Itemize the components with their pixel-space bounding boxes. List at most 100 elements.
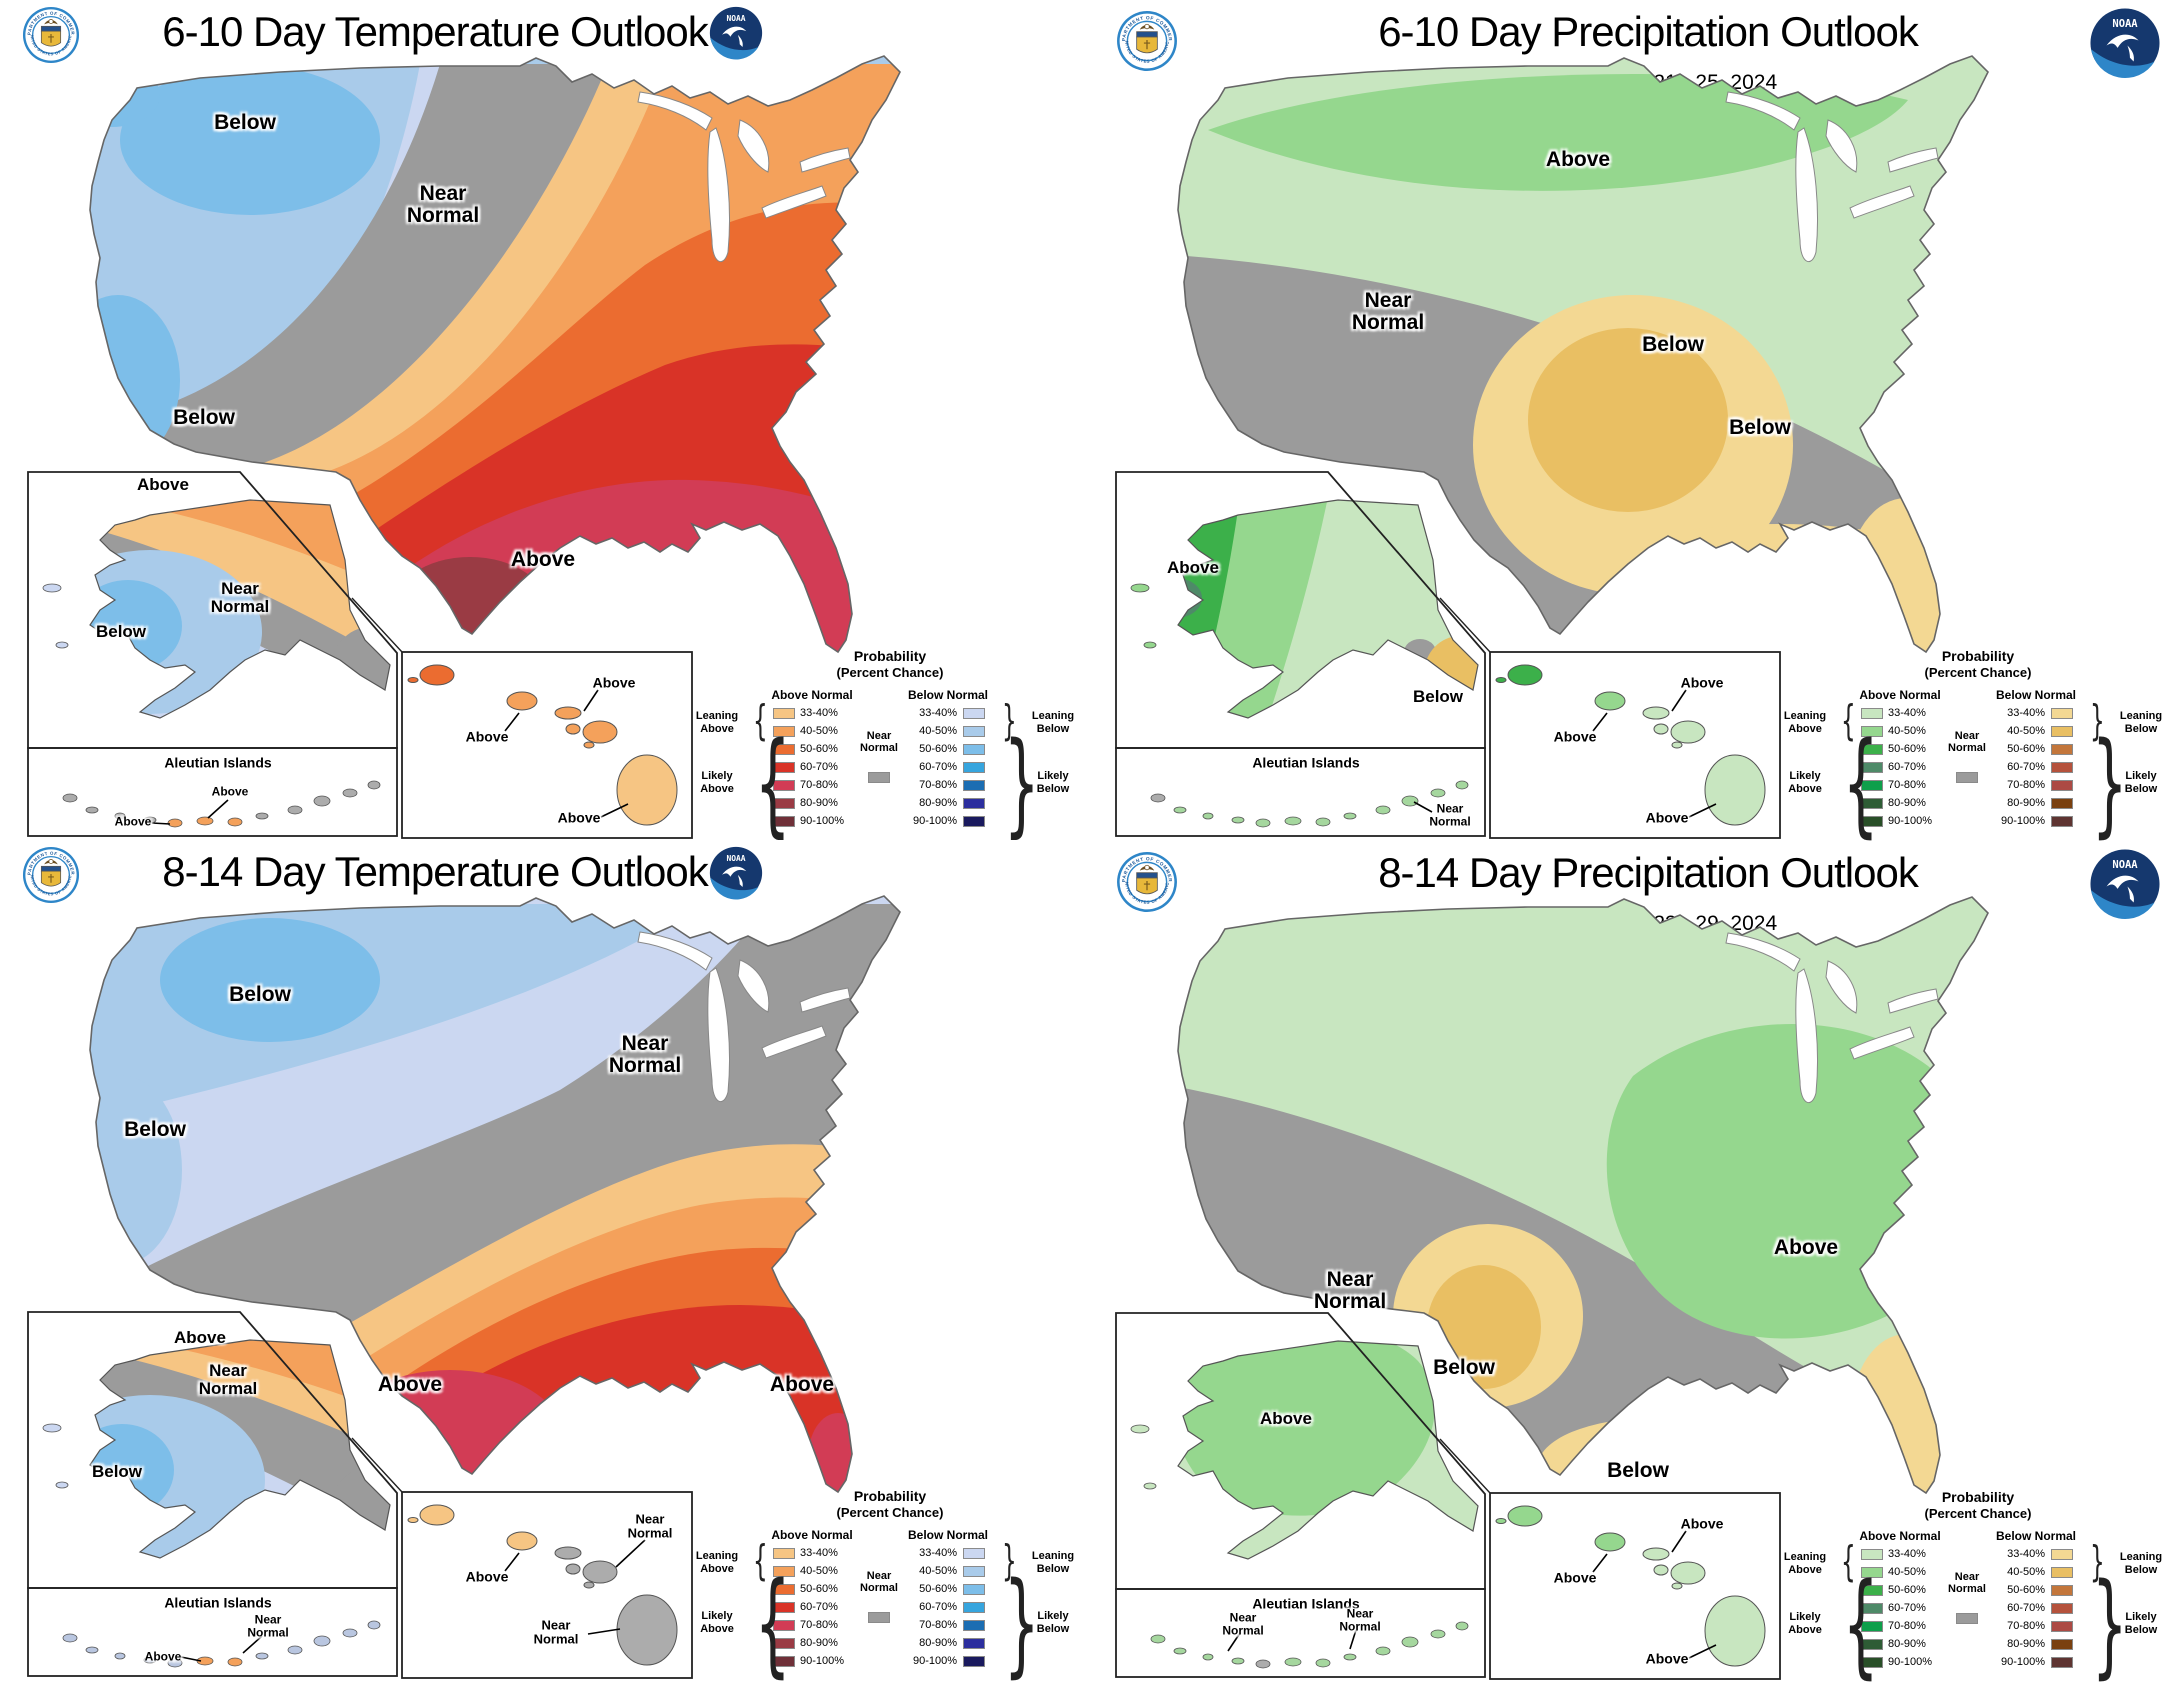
legend-subtitle: (Percent Chance): [836, 1505, 944, 1520]
dept-of-commerce-seal-icon: DEPARTMENT OF COMMERCEUNITED STATES OF A…: [22, 846, 80, 904]
legend-likely-above: Likely Above: [1788, 770, 1822, 795]
legend-subtitle: (Percent Chance): [1924, 665, 2032, 680]
panel-temp-6-10: DEPARTMENT OF COMMERCEUNITED STATES OF A…: [0, 0, 1088, 840]
hawaii-island: [419, 664, 455, 686]
legend-range-label: 33-40%: [2007, 1548, 2045, 1560]
hawaii-island: [1704, 1595, 1766, 1667]
hawaii-island: [1642, 1547, 1670, 1561]
legend-swatch-above-80-90%: [773, 1638, 795, 1649]
legend-range-label: 50-60%: [1888, 743, 1926, 755]
legend-below-header: Below Normal: [907, 688, 988, 702]
page-title: 6-10 Day Temperature Outlook: [162, 8, 709, 55]
legend-leaning-above: Leaning Above: [695, 1550, 739, 1575]
legend-range-label: 50-60%: [800, 743, 838, 755]
legend-brace-icon: {: [753, 696, 768, 745]
legend-swatch-above-50-60%: [773, 744, 795, 755]
legend-range-label: 33-40%: [1888, 1548, 1926, 1560]
hawaii-island: [582, 1560, 618, 1584]
outlook-map: [1115, 55, 1989, 839]
hawaii-island: [506, 1531, 538, 1551]
legend-brace-icon: }: [2090, 696, 2105, 745]
legend-range-label: 80-90%: [800, 1637, 838, 1649]
hawaii-island: [582, 720, 618, 744]
legend-swatch-above-40-50%: [773, 726, 795, 737]
legend-range-label: 50-60%: [2007, 743, 2045, 755]
panel-precip-6-10: DEPARTMENT OF COMMERCEUNITED STATES OF A…: [1088, 0, 2176, 840]
legend-range-label: 60-70%: [800, 1601, 838, 1613]
hawaii-island: [583, 1581, 595, 1589]
legend-range-label: 40-50%: [2007, 1566, 2045, 1578]
legend-swatch-below-60-70%: [2051, 1603, 2073, 1614]
legend-swatch-near-normal: [1956, 1613, 1978, 1624]
legend-swatch-below-70-80%: [963, 1620, 985, 1631]
legend-brace-icon: }: [2091, 1560, 2128, 1690]
hawaii-island: [1653, 723, 1669, 735]
legend-subtitle: (Percent Chance): [1924, 1506, 2032, 1521]
legend-above-header: Above Normal: [771, 688, 853, 702]
legend-subtitle: (Percent Chance): [836, 665, 944, 680]
page-title: 6-10 Day Precipitation Outlook: [1378, 8, 1919, 55]
alaska-inset-map: [1178, 1341, 1478, 1559]
legend-range-label: 33-40%: [2007, 707, 2045, 719]
legend-range-label: 50-60%: [919, 743, 957, 755]
hawaii-island: [1704, 754, 1766, 826]
legend-leaning-below: Leaning Below: [2119, 1551, 2163, 1576]
legend-likely-below: Likely Below: [1036, 770, 1070, 795]
legend-swatch-above-60-70%: [1861, 1603, 1883, 1614]
legend-range-label: 90-100%: [1888, 815, 1933, 827]
legend-swatch-below-40-50%: [963, 726, 985, 737]
legend-swatch-below-33-40%: [963, 708, 985, 719]
legend-range-label: 33-40%: [919, 1547, 957, 1559]
legend-range-label: 40-50%: [800, 725, 838, 737]
legend-brace-icon: {: [1841, 1537, 1856, 1586]
legend-above-header: Above Normal: [771, 1528, 853, 1542]
legend-range-label: 80-90%: [919, 1637, 957, 1649]
noaa-logo-text: NOAA: [2112, 859, 2138, 871]
legend-swatch-below-60-70%: [2051, 762, 2073, 773]
hawaii-island: [583, 741, 595, 749]
legend-brace-icon: {: [1841, 696, 1856, 745]
legend-range-label: 40-50%: [1888, 725, 1926, 737]
legend-range-label: 90-100%: [912, 815, 957, 827]
legend-range-label: 70-80%: [800, 1619, 838, 1631]
legend-swatch-below-70-80%: [2051, 1621, 2073, 1632]
legend-range-label: 50-60%: [1888, 1584, 1926, 1596]
legend-range-label: 50-60%: [919, 1583, 957, 1595]
legend-likely-below: Likely Below: [2124, 1611, 2158, 1636]
legend-leaning-above: Leaning Above: [1783, 710, 1827, 735]
legend-range-label: 70-80%: [919, 1619, 957, 1631]
legend-range-label: 60-70%: [919, 1601, 957, 1613]
hawaii-island: [1670, 1561, 1706, 1585]
legend-swatch-below-33-40%: [2051, 1549, 2073, 1560]
hawaii-island: [407, 1517, 419, 1523]
legend-swatch-above-60-70%: [773, 762, 795, 773]
hawaii-island: [1671, 1582, 1683, 1590]
legend-range-label: 80-90%: [1888, 797, 1926, 809]
aleutian-inset-box: [1115, 747, 1486, 837]
legend-range-label: 70-80%: [2007, 1620, 2045, 1632]
legend-range-label: 60-70%: [2007, 761, 2045, 773]
noaa-logo-icon: NOAA: [708, 5, 764, 61]
legend-swatch-above-33-40%: [773, 708, 795, 719]
probability-legend: Probability (Percent Chance) Above Normal B…: [1778, 1487, 2176, 1683]
hawaii-island: [616, 1594, 678, 1666]
legend-range-label: 40-50%: [919, 1565, 957, 1577]
legend-swatch-below-50-60%: [963, 1584, 985, 1595]
legend-swatch-below-80-90%: [2051, 798, 2073, 809]
legend-range-label: 40-50%: [919, 725, 957, 737]
hawaii-island: [407, 677, 419, 683]
legend-likely-above: Likely Above: [700, 1610, 734, 1635]
legend-swatch-below-80-90%: [963, 1638, 985, 1649]
legend-swatch-above-90-100%: [773, 816, 795, 827]
legend-swatch-above-90-100%: [1861, 816, 1883, 827]
aleutian-inset-box: [27, 747, 398, 837]
hawaii-island: [565, 1563, 581, 1575]
legend-swatch-near-normal: [868, 772, 890, 783]
legend-brace-icon: }: [2090, 1537, 2105, 1586]
legend-range-label: 33-40%: [800, 707, 838, 719]
legend-swatch-above-80-90%: [1861, 1639, 1883, 1650]
alaska-inset-map: [1178, 500, 1478, 718]
legend-swatch-above-80-90%: [773, 798, 795, 809]
hawaii-island: [1507, 664, 1543, 686]
legend-range-label: 33-40%: [1888, 707, 1926, 719]
